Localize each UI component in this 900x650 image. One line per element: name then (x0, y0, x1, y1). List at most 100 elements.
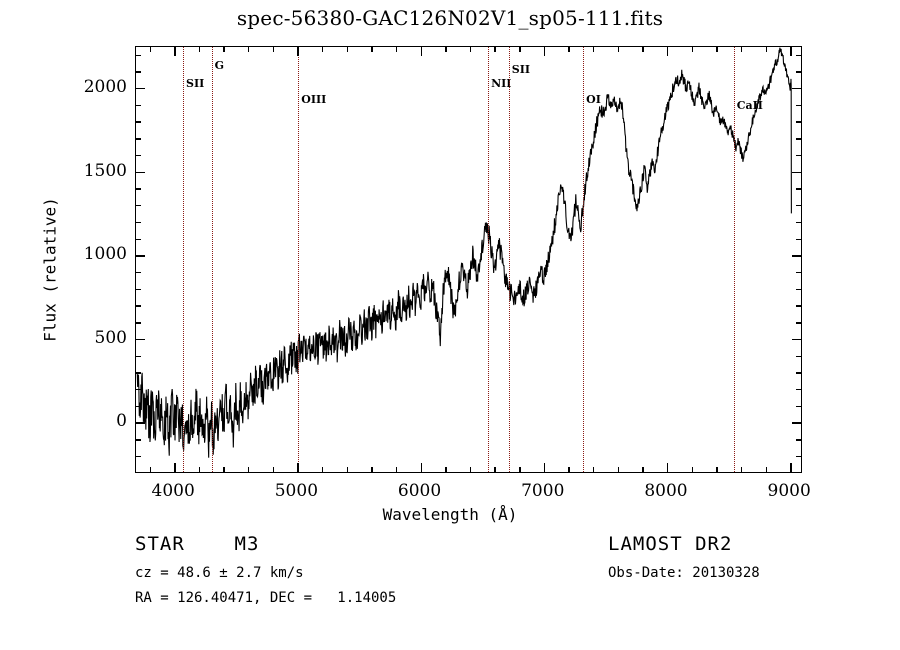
x-tick-top-4200 (198, 47, 201, 52)
y-tick-2100 (136, 71, 141, 73)
footer-right: LAMOST DR2 Obs-Date: 20130328 (608, 533, 760, 590)
x-tick-top-6800 (519, 47, 521, 52)
object-type: STAR M3 (135, 533, 260, 555)
x-tick-7000 (543, 463, 546, 472)
x-tick-7400 (593, 467, 595, 472)
x-tick-top-5600 (371, 47, 373, 52)
spectral-line-label-sii-4: SII (511, 63, 531, 76)
x-tick-6400 (469, 467, 472, 472)
x-tick-top-7600 (617, 47, 620, 52)
y-tick-1700 (136, 138, 141, 140)
y-tick-right-1000 (792, 255, 801, 257)
footer-left: STAR M3 cz = 48.6 ± 2.7 km/s RA = 126.40… (135, 533, 396, 615)
x-tick-4400 (223, 467, 225, 472)
x-tick-4000 (174, 463, 176, 472)
x-tick-label-9000: 9000 (767, 481, 811, 501)
x-tick-9000 (790, 463, 792, 472)
spectral-line-label-oiii-2: OIII (301, 93, 327, 106)
x-tick-5200 (322, 467, 324, 472)
y-tick-1000 (136, 255, 145, 257)
y-tick-right-100 (796, 405, 801, 408)
x-tick-top-6200 (445, 47, 447, 52)
x-tick-6800 (519, 467, 521, 472)
x-tick-6200 (445, 467, 447, 472)
y-tick-500 (136, 338, 145, 341)
x-tick-7800 (642, 467, 644, 472)
y-tick-700 (136, 305, 141, 307)
spectral-line-caii-6 (733, 47, 735, 472)
footer: STAR M3 cz = 48.6 ± 2.7 km/s RA = 126.40… (0, 533, 900, 643)
y-tick-1900 (136, 104, 141, 107)
x-tick-top-8000 (666, 47, 669, 56)
y-tick-1400 (136, 188, 141, 190)
spectral-line-sii-0 (183, 47, 185, 472)
y-tick-right-2200 (796, 54, 801, 56)
y-tick-right-300 (796, 372, 801, 374)
observation-date: Obs-Date: 20130328 (608, 565, 760, 581)
y-tick-1300 (136, 205, 141, 207)
y-tick-800 (136, 288, 141, 291)
x-tick-top-5200 (322, 47, 324, 52)
y-tick-label-2000: 2000 (83, 76, 127, 97)
y-tick-right-1100 (796, 238, 801, 240)
y-tick-label-500: 500 (94, 327, 127, 348)
x-tick-5600 (371, 467, 373, 472)
x-tick-top-5800 (395, 47, 398, 52)
x-tick-top-9000 (790, 47, 792, 56)
x-tick-top-7200 (568, 47, 570, 52)
x-tick-3800 (149, 467, 151, 472)
y-tick-200 (136, 389, 141, 391)
y-tick-right--100 (796, 439, 801, 441)
x-tick-top-7000 (543, 47, 546, 56)
spectral-line-label-caii-6: CaII (736, 99, 763, 112)
x-tick-top-4600 (248, 47, 250, 52)
x-tick-top-4800 (272, 47, 275, 52)
x-tick-top-8200 (691, 47, 693, 52)
x-tick-7200 (568, 467, 570, 472)
spectrum-curve (136, 47, 792, 458)
x-tick-top-5400 (346, 47, 349, 52)
y-tick-right-1500 (792, 171, 801, 173)
x-tick-top-6400 (469, 47, 472, 52)
x-tick-top-5000 (297, 47, 299, 56)
x-tick-8200 (691, 467, 693, 472)
plot-frame: SII G OIII NII SII OI CaII (135, 46, 802, 473)
y-tick-0 (136, 422, 145, 424)
redshift-velocity: cz = 48.6 ± 2.7 km/s (135, 565, 304, 581)
y-tick--200 (136, 455, 141, 458)
y-tick-right-800 (796, 288, 801, 291)
y-tick-right-900 (796, 271, 801, 274)
x-tick-top-6600 (494, 47, 496, 52)
x-tick-label-7000: 7000 (521, 481, 565, 501)
y-tick-1200 (136, 221, 141, 224)
y-tick-label-1000: 1000 (83, 244, 127, 265)
spectral-line-oiii-2 (298, 47, 300, 472)
y-tick-right-1600 (796, 154, 801, 157)
y-tick-right-600 (796, 322, 801, 324)
x-tick-7600 (617, 467, 620, 472)
survey-name: LAMOST DR2 (608, 533, 733, 555)
y-tick-right-1700 (796, 138, 801, 140)
y-tick--100 (136, 439, 141, 441)
y-tick-right-1300 (796, 205, 801, 207)
x-tick-4200 (198, 467, 201, 472)
x-tick-label-5000: 5000 (274, 481, 319, 501)
y-tick-900 (136, 271, 141, 274)
x-axis-title: Wavelength (Å) (382, 505, 518, 524)
x-tick-8400 (716, 467, 718, 472)
y-tick-right-1900 (796, 104, 801, 107)
y-tick-1600 (136, 154, 141, 157)
y-tick-1800 (136, 121, 141, 123)
x-tick-8600 (740, 467, 743, 472)
y-tick-300 (136, 372, 141, 374)
y-tick-right--200 (796, 455, 801, 458)
page-title: spec-56380-GAC126N02V1_sp05-111.fits (236, 6, 664, 30)
x-tick-top-8800 (765, 47, 767, 52)
x-tick-top-7800 (642, 47, 644, 52)
y-tick-600 (136, 322, 141, 324)
y-tick-right-500 (792, 338, 801, 341)
x-tick-4800 (272, 467, 275, 472)
y-tick-100 (136, 405, 141, 408)
y-tick-right-1800 (796, 121, 801, 123)
